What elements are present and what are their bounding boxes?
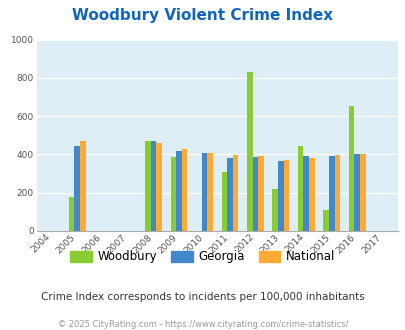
Bar — [226, 158, 232, 231]
Bar — [322, 210, 328, 231]
Bar — [328, 156, 334, 231]
Bar — [277, 161, 283, 231]
Bar — [80, 142, 85, 231]
Bar — [272, 189, 277, 231]
Bar — [232, 155, 238, 231]
Bar — [348, 106, 354, 231]
Bar — [359, 154, 364, 231]
Bar — [150, 141, 156, 231]
Bar — [156, 143, 162, 231]
Bar — [221, 172, 226, 231]
Bar — [308, 158, 314, 231]
Bar — [354, 154, 359, 231]
Bar — [69, 197, 74, 231]
Bar — [170, 157, 176, 231]
Bar — [252, 157, 258, 231]
Text: © 2025 CityRating.com - https://www.cityrating.com/crime-statistics/: © 2025 CityRating.com - https://www.city… — [58, 320, 347, 329]
Bar — [246, 72, 252, 231]
Bar — [258, 156, 263, 231]
Bar — [74, 146, 80, 231]
Bar — [297, 146, 303, 231]
Bar — [176, 150, 181, 231]
Bar — [181, 149, 187, 231]
Bar — [145, 141, 150, 231]
Bar — [283, 160, 288, 231]
Bar — [207, 153, 212, 231]
Text: Woodbury Violent Crime Index: Woodbury Violent Crime Index — [72, 8, 333, 23]
Bar — [201, 152, 207, 231]
Text: Crime Index corresponds to incidents per 100,000 inhabitants: Crime Index corresponds to incidents per… — [41, 292, 364, 302]
Bar — [334, 155, 339, 231]
Bar — [303, 156, 308, 231]
Legend: Woodbury, Georgia, National: Woodbury, Georgia, National — [67, 247, 338, 267]
